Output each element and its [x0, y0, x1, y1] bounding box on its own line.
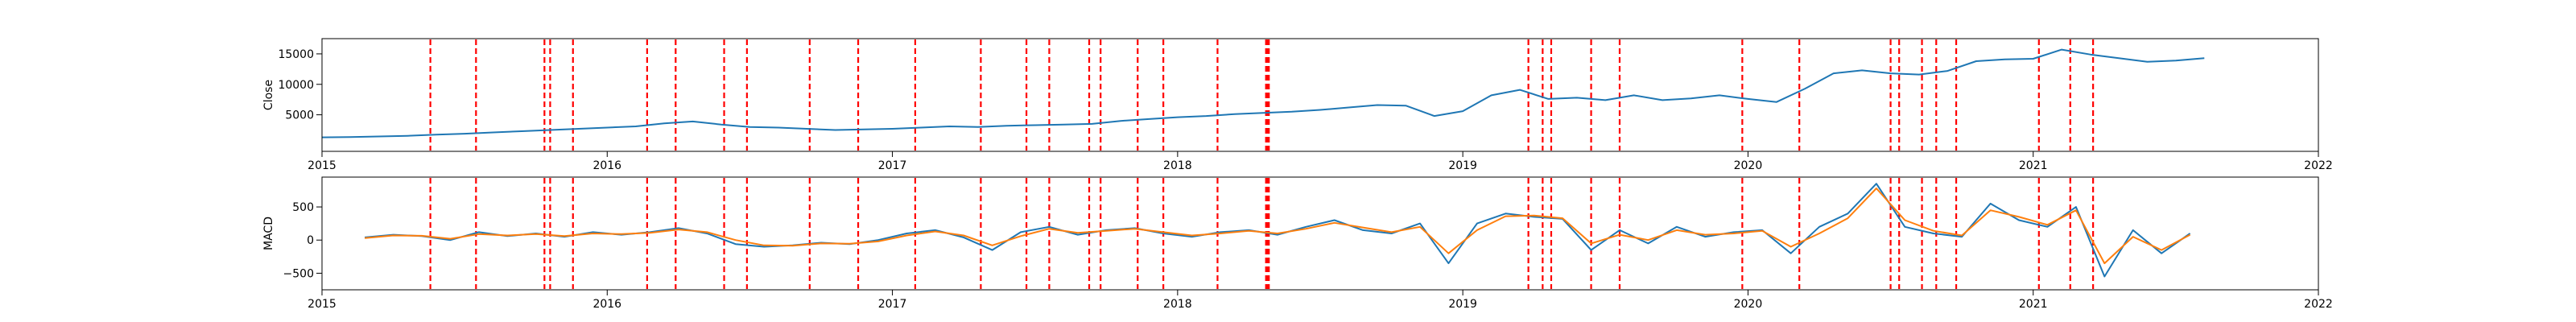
x-tick-label: 2016 [592, 298, 621, 311]
x-tick-label: 2020 [1734, 159, 1763, 172]
y-tick-label: 5000 [285, 109, 314, 122]
y-tick-label: 0 [307, 234, 314, 247]
close-y-axis-ticks: 5000 10000 15000 [278, 48, 322, 122]
close-y-axis-label: Close [262, 80, 275, 110]
close-series-lines [321, 48, 2205, 138]
macd-x-axis-ticks: 2015 2016 2017 2018 2019 2020 2021 2022 [308, 290, 2333, 311]
close-x-axis-ticks: 2015 2016 2017 2018 2019 2020 2021 2022 [308, 151, 2333, 172]
y-tick-label: 15000 [278, 48, 314, 61]
series-line-2 [365, 188, 2191, 265]
x-tick-label: 2015 [308, 298, 336, 311]
macd-series-lines [365, 183, 2191, 278]
macd-panel: 2015 2016 2017 2018 2019 2020 2021 2022 −500 0 50… [262, 176, 2333, 311]
x-tick-label: 2020 [1734, 298, 1763, 311]
x-tick-label: 2018 [1163, 159, 1192, 172]
x-tick-label: 2016 [592, 159, 621, 172]
x-tick-label: 2019 [1448, 298, 1477, 311]
macd-y-axis-ticks: −500 0 500 [283, 201, 322, 280]
x-tick-label: 2017 [878, 159, 907, 172]
x-tick-label: 2021 [2019, 298, 2048, 311]
close-axes-frame [321, 38, 2319, 152]
x-tick-label: 2022 [2304, 159, 2333, 172]
macd-axes-frame [321, 176, 2319, 291]
x-tick-label: 2022 [2304, 298, 2333, 311]
y-tick-label: 10000 [278, 79, 314, 92]
close-price-panel: 2015 2016 2017 2018 2019 2020 2021 2022 5000 100… [262, 38, 2333, 172]
macd-y-axis-label: MACD [262, 217, 275, 250]
close-event-markers [429, 39, 2095, 151]
x-tick-label: 2018 [1163, 298, 1192, 311]
x-tick-label: 2017 [878, 298, 907, 311]
y-tick-label: −500 [283, 267, 314, 280]
x-tick-label: 2019 [1448, 159, 1477, 172]
x-tick-label: 2021 [2019, 159, 2048, 172]
y-tick-label: 500 [292, 201, 314, 214]
x-tick-label: 2015 [308, 159, 336, 172]
series-line-1 [321, 48, 2205, 138]
